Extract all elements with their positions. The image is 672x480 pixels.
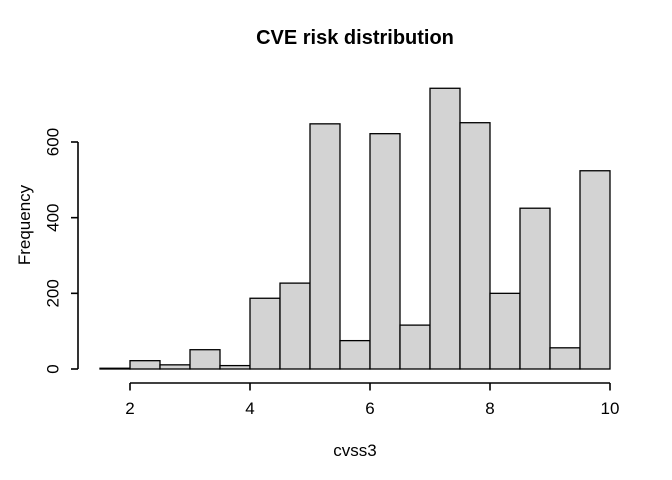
chart-title: CVE risk distribution [256, 27, 454, 49]
x-tick-label: 10 [601, 399, 620, 418]
histogram-bar [219, 364, 251, 370]
histogram-bar [99, 367, 131, 370]
y-tick-label: 0 [43, 364, 62, 373]
y-tick-label: 400 [43, 203, 62, 231]
x-tick-label: 4 [245, 399, 254, 418]
x-tick-label: 2 [125, 399, 134, 418]
histogram-bar [399, 324, 431, 370]
histogram-bar [459, 122, 491, 370]
histogram-bar [159, 364, 191, 370]
x-tick-label: 6 [365, 399, 374, 418]
x-axis-title: cvss3 [333, 441, 377, 460]
y-tick-label: 200 [43, 279, 62, 307]
histogram-bar [489, 292, 521, 370]
histogram-bar [579, 170, 611, 370]
x-tick-label: 8 [485, 399, 494, 418]
histogram-bar [339, 339, 371, 370]
histogram-bar [279, 282, 311, 370]
histogram-bar [429, 87, 461, 370]
histogram-bar [519, 207, 551, 370]
y-tick-label: 600 [43, 128, 62, 156]
histogram-bar [309, 123, 341, 370]
histogram-bar [129, 360, 161, 370]
histogram-bar [369, 133, 401, 370]
histogram-bar [189, 349, 221, 370]
histogram-bar [549, 347, 581, 370]
histogram-bar [249, 297, 281, 370]
